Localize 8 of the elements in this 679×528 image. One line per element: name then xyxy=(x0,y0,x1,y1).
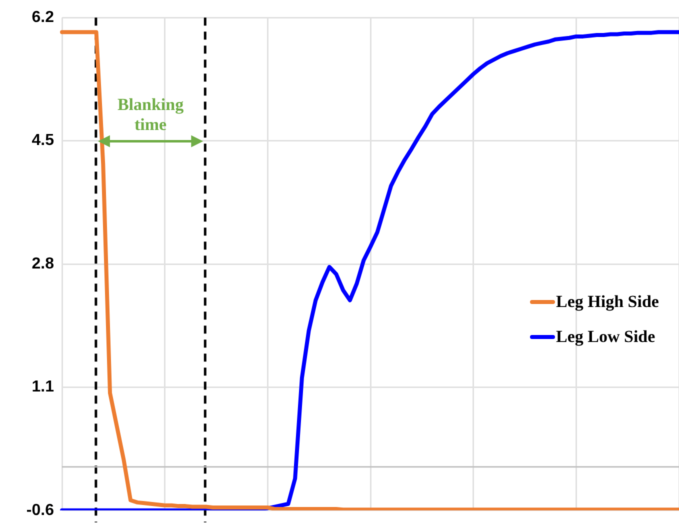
y-tick-label: 6.2 xyxy=(32,9,54,26)
y-tick-label: 1.1 xyxy=(32,378,54,396)
legend-label: Leg High Side xyxy=(556,292,659,312)
annotation: Blanking time xyxy=(116,95,185,136)
y-tick-label: -0.6 xyxy=(26,502,54,519)
y-tick-label: 4.5 xyxy=(32,132,54,150)
y-tick-label: 2.8 xyxy=(32,255,54,272)
legend-label: Leg Low Side xyxy=(556,326,656,346)
